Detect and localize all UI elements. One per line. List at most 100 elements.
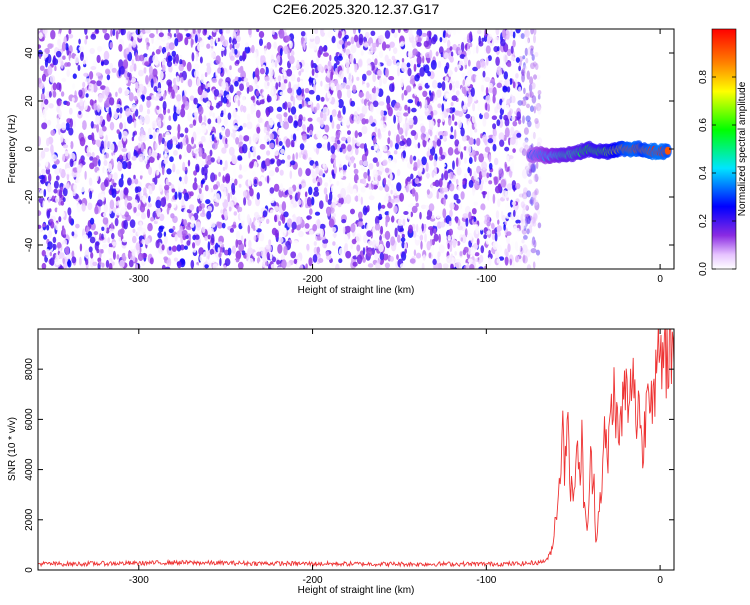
noise-speckle [153,96,160,101]
noise-speckle [68,127,74,136]
noise-speckle [423,40,429,48]
noise-speckle [516,132,522,138]
noise-speckle [68,215,72,224]
noise-speckle [138,69,144,77]
noise-speckle [55,50,62,58]
noise-speckle [192,29,196,35]
noise-speckle [509,29,514,37]
noise-speckle [389,124,396,134]
noise-speckle [481,161,487,171]
noise-speckle [506,231,512,236]
noise-speckle [526,190,532,198]
noise-speckle [179,183,185,193]
noise-speckle [496,66,502,76]
noise-speckle [506,48,512,57]
noise-speckle [42,108,47,119]
noise-speckle [131,36,134,42]
noise-speckle [534,222,538,231]
noise-speckle [521,65,528,71]
noise-speckle [55,33,62,39]
noise-speckle [175,53,179,64]
noise-speckle [530,48,534,56]
noise-speckle [193,89,198,94]
noise-speckle [253,178,258,185]
noise-speckle [85,35,89,40]
noise-speckle [350,36,355,45]
noise-speckle [54,65,57,72]
spectrogram-ytick-label: -40 [24,237,35,252]
noise-speckle [353,111,358,121]
noise-speckle [217,247,220,254]
noise-speckle [509,94,514,104]
noise-speckle [246,86,250,94]
noise-speckle [406,137,412,147]
noise-speckle [58,109,62,119]
noise-speckle [323,143,327,150]
noise-speckle [232,125,239,131]
noise-speckle [528,83,533,93]
noise-speckle [446,108,451,113]
noise-speckle [417,158,420,169]
noise-speckle [366,248,373,257]
noise-speckle [490,222,495,229]
noise-speckle [476,137,481,147]
noise-speckle [406,176,411,182]
noise-speckle [464,228,468,238]
noise-speckle [103,203,109,213]
noise-speckle [239,83,244,91]
noise-speckle [72,161,79,169]
noise-speckle [411,40,417,49]
noise-speckle [154,142,158,150]
noise-speckle [122,59,129,69]
snr-ytick-label: 4000 [24,458,35,481]
noise-speckle [158,70,164,80]
noise-speckle [112,29,116,36]
noise-speckle [434,168,437,176]
noise-speckle [335,263,340,269]
noise-speckle [89,156,94,161]
colorbar-ticks: 0.00.20.40.60.8 [698,70,736,276]
noise-speckle [384,30,391,39]
noise-speckle [44,47,50,55]
snr-data [38,329,674,568]
noise-speckle [358,29,361,34]
noise-speckle [41,249,46,257]
noise-speckle [305,168,311,177]
noise-speckle [255,109,261,119]
noise-speckle [250,96,255,101]
noise-speckle [210,221,216,228]
noise-speckle [487,103,490,112]
noise-speckle [239,93,246,104]
noise-speckle [489,172,492,178]
noise-speckle [66,101,71,107]
noise-speckle [301,99,305,108]
noise-speckle [171,89,175,99]
noise-speckle [312,224,318,232]
noise-speckle [65,122,70,131]
noise-speckle [327,199,332,205]
noise-speckle [451,257,455,262]
noise-speckle [393,198,400,203]
noise-speckle [347,144,352,152]
noise-speckle [378,34,384,44]
noise-speckle [428,203,435,212]
noise-speckle [525,92,530,101]
noise-speckle [44,98,49,105]
noise-speckle [234,259,237,268]
noise-speckle [290,73,296,82]
noise-speckle [81,202,86,212]
noise-speckle [518,253,523,263]
noise-speckle [261,160,266,169]
noise-speckle [449,83,453,91]
noise-speckle [113,110,119,120]
noise-speckle [532,261,536,269]
noise-speckle [420,125,426,134]
noise-speckle [87,202,93,211]
noise-speckle [274,205,279,212]
noise-speckle [464,173,467,179]
noise-speckle [378,50,384,59]
noise-speckle [323,187,328,195]
noise-speckle [427,80,432,86]
noise-speckle [138,142,141,149]
noise-speckle [142,176,147,183]
